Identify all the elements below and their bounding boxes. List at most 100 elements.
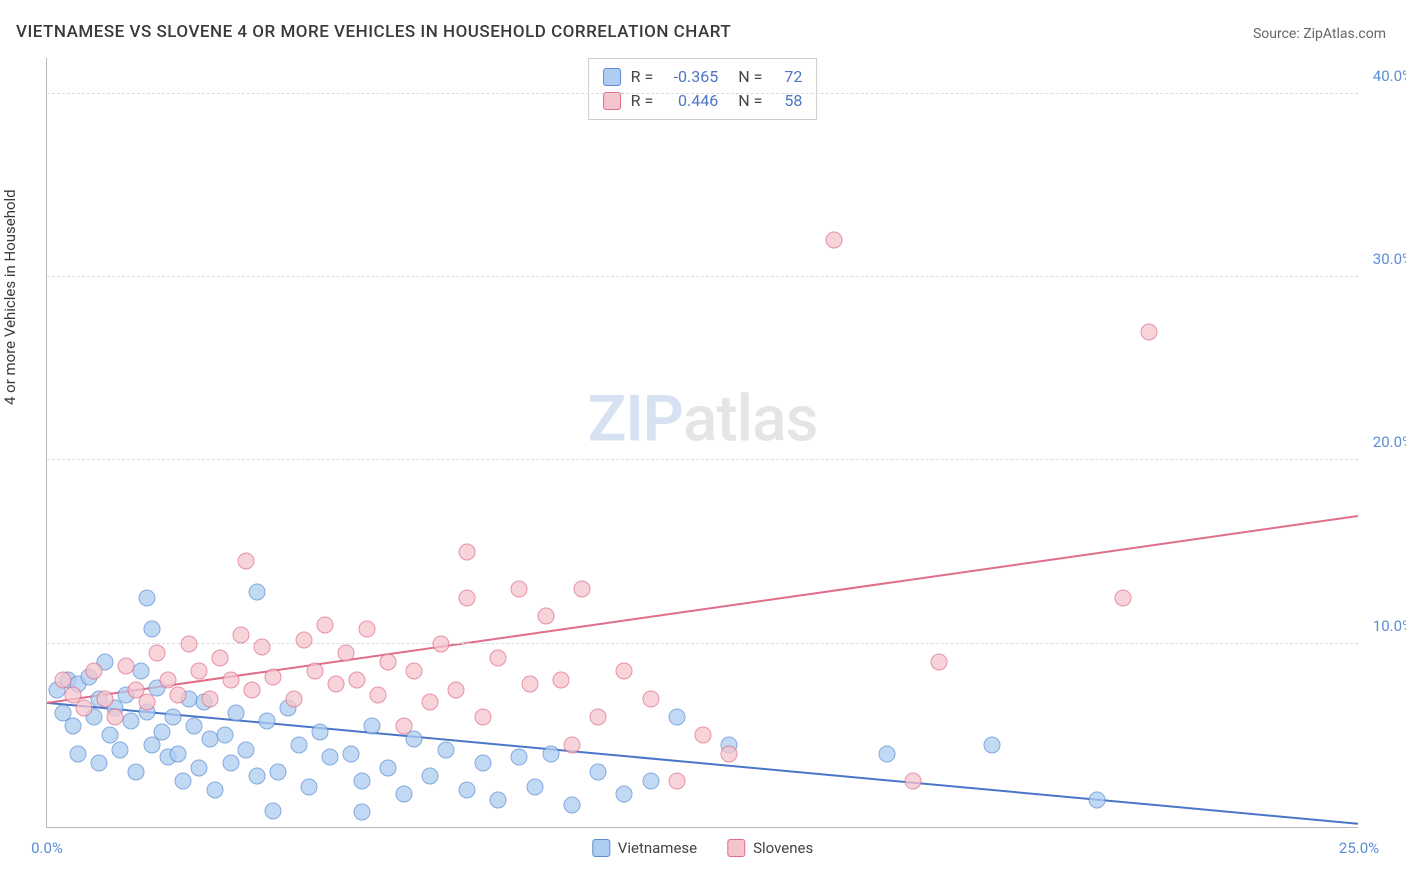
source-link[interactable]: ZipAtlas.com <box>1303 26 1386 42</box>
scatter-point <box>107 709 124 726</box>
scatter-point <box>1088 791 1105 808</box>
scatter-point <box>364 718 381 735</box>
source-label: Source: <box>1253 26 1300 42</box>
scatter-point <box>343 745 360 762</box>
scatter-point <box>511 580 528 597</box>
scatter-point <box>616 663 633 680</box>
scatter-point <box>521 676 538 693</box>
scatter-point <box>170 745 187 762</box>
scatter-point <box>175 773 192 790</box>
gridline <box>47 459 1358 460</box>
scatter-point <box>574 580 591 597</box>
scatter-point <box>563 797 580 814</box>
scatter-point <box>369 687 386 704</box>
x-tick-label: 0.0% <box>31 839 63 857</box>
scatter-point <box>448 681 465 698</box>
series-swatch <box>603 92 621 110</box>
scatter-point <box>458 782 475 799</box>
r-value: -0.365 <box>663 65 718 89</box>
scatter-point <box>721 745 738 762</box>
scatter-point <box>437 742 454 759</box>
n-label: N = <box>738 65 762 89</box>
scatter-point <box>311 723 328 740</box>
scatter-point <box>180 635 197 652</box>
scatter-point <box>238 742 255 759</box>
scatter-point <box>380 760 397 777</box>
y-tick-label: 40.0% <box>1373 67 1406 85</box>
scatter-point <box>616 786 633 803</box>
scatter-point <box>474 754 491 771</box>
scatter-point <box>254 639 271 656</box>
scatter-point <box>348 672 365 689</box>
stats-row: R =-0.365N =72 <box>603 65 803 89</box>
scatter-point <box>238 553 255 570</box>
scatter-point <box>285 690 302 707</box>
scatter-point <box>642 690 659 707</box>
scatter-point <box>86 663 103 680</box>
scatter-point <box>222 672 239 689</box>
chart-title: VIETNAMESE VS SLOVENE 4 OR MORE VEHICLES… <box>16 22 731 42</box>
scatter-point <box>191 663 208 680</box>
scatter-point <box>233 626 250 643</box>
scatter-point <box>380 654 397 671</box>
scatter-point <box>695 727 712 744</box>
scatter-point <box>458 544 475 561</box>
y-tick-label: 30.0% <box>1373 250 1406 268</box>
scatter-point <box>65 718 82 735</box>
source-attribution: Source: ZipAtlas.com <box>1253 26 1386 42</box>
chart-plot-area: ZIPatlas R =-0.365N =72R =0.446N =58 Vie… <box>46 58 1358 828</box>
gridline <box>47 276 1358 277</box>
scatter-point <box>201 690 218 707</box>
watermark-zip: ZIP <box>588 382 683 457</box>
scatter-point <box>1114 589 1131 606</box>
scatter-point <box>201 731 218 748</box>
legend-label: Slovenes <box>753 839 813 857</box>
scatter-point <box>511 749 528 766</box>
scatter-point <box>206 782 223 799</box>
scatter-point <box>212 650 229 667</box>
scatter-point <box>553 672 570 689</box>
scatter-point <box>642 773 659 790</box>
scatter-point <box>590 764 607 781</box>
scatter-point <box>264 802 281 819</box>
scatter-point <box>306 663 323 680</box>
scatter-point <box>563 736 580 753</box>
correlation-stats-box: R =-0.365N =72R =0.446N =58 <box>588 58 818 120</box>
scatter-point <box>149 644 166 661</box>
scatter-point <box>222 754 239 771</box>
scatter-point <box>264 668 281 685</box>
scatter-point <box>70 745 87 762</box>
scatter-point <box>668 773 685 790</box>
legend-item: Vietnamese <box>592 839 697 857</box>
scatter-point <box>301 778 318 795</box>
scatter-point <box>474 709 491 726</box>
scatter-point <box>191 760 208 777</box>
scatter-point <box>133 663 150 680</box>
scatter-point <box>322 749 339 766</box>
scatter-point <box>122 712 139 729</box>
x-tick-label: 25.0% <box>1339 839 1379 857</box>
scatter-point <box>590 709 607 726</box>
scatter-point <box>395 718 412 735</box>
scatter-point <box>290 736 307 753</box>
scatter-point <box>668 709 685 726</box>
scatter-point <box>101 727 118 744</box>
legend-item: Slovenes <box>727 839 813 857</box>
n-value: 72 <box>772 65 802 89</box>
scatter-point <box>931 654 948 671</box>
y-tick-label: 10.0% <box>1373 617 1406 635</box>
scatter-point <box>112 742 129 759</box>
bottom-legend: Vietnamese Slovenes <box>592 839 813 857</box>
scatter-point <box>296 632 313 649</box>
scatter-point <box>248 584 265 601</box>
scatter-point <box>117 657 134 674</box>
gridline <box>47 643 1358 644</box>
y-tick-label: 20.0% <box>1373 433 1406 451</box>
scatter-point <box>217 727 234 744</box>
legend-label: Vietnamese <box>618 839 697 857</box>
scatter-point <box>527 778 544 795</box>
scatter-point <box>269 764 286 781</box>
scatter-point <box>54 672 71 689</box>
legend-swatch <box>727 839 745 857</box>
scatter-point <box>75 699 92 716</box>
